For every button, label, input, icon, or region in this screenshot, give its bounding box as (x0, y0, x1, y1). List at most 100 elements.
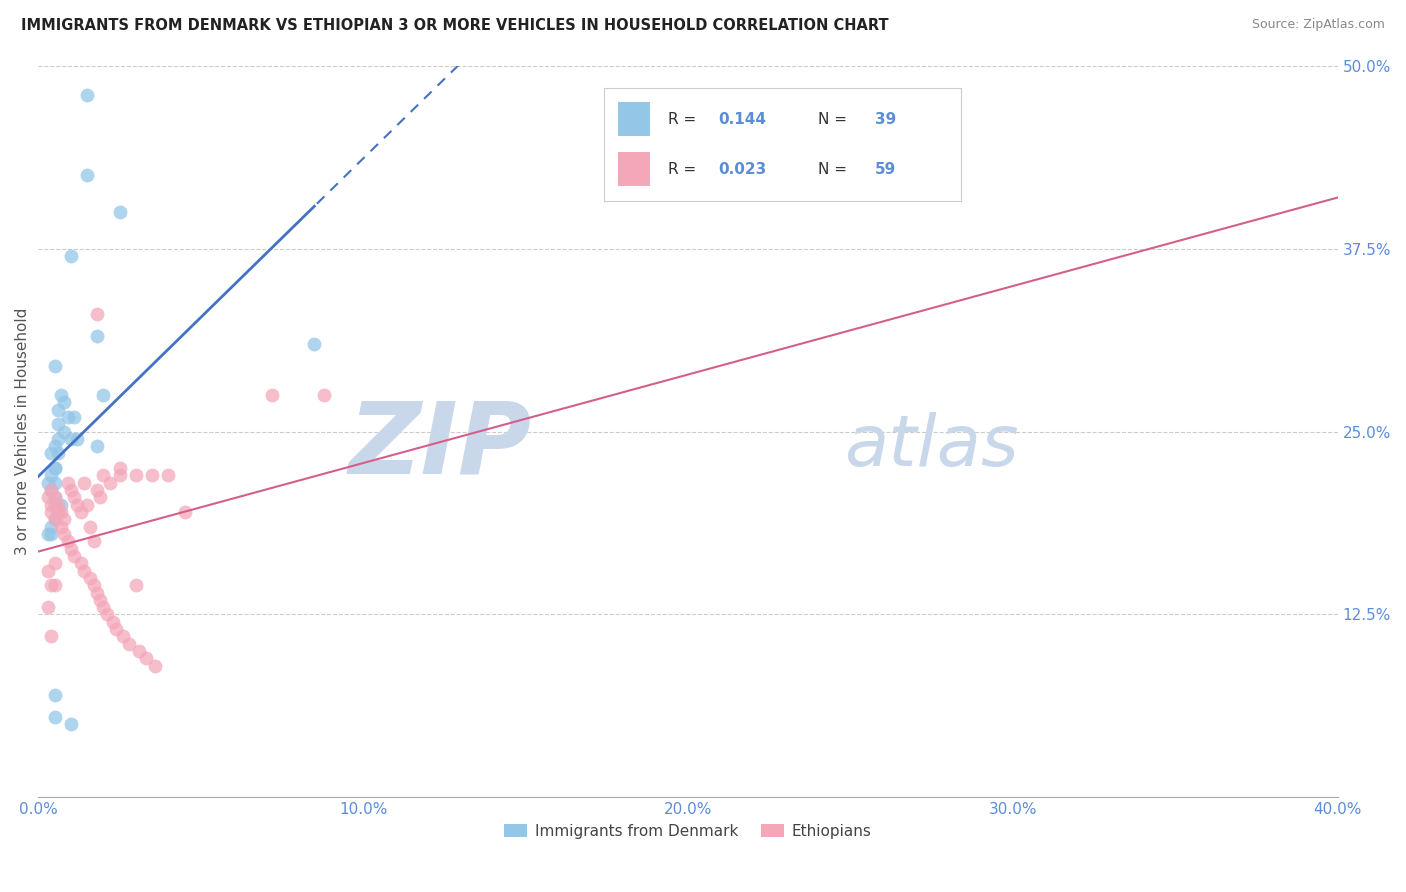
Point (41, 629, 63, 643)
Point (89, 491, 111, 505)
Point (79, 519, 101, 533)
Point (44, 688, 66, 702)
Point (44, 461, 66, 475)
Point (66, 498, 89, 512)
Point (41, 505, 63, 519)
Point (44, 475, 66, 490)
Point (44, 498, 66, 512)
Point (41, 483, 63, 497)
Legend: Immigrants from Denmark, Ethiopians: Immigrants from Denmark, Ethiopians (498, 817, 877, 845)
Point (41, 498, 63, 512)
Point (73, 564, 96, 578)
Point (49, 519, 72, 533)
Point (143, 658, 166, 673)
Point (63, 491, 86, 505)
Point (44, 439, 66, 453)
Point (44, 578, 66, 592)
Point (108, 468, 131, 483)
Point (76, 169, 98, 183)
Point (46, 505, 69, 519)
Text: ZIP: ZIP (349, 398, 531, 495)
Point (262, 388, 284, 402)
Point (63, 549, 86, 563)
Point (89, 592, 111, 607)
Point (41, 527, 63, 541)
Point (91, 600, 114, 615)
Point (53, 425, 76, 439)
Point (44, 491, 66, 505)
Point (56, 409, 79, 424)
Point (173, 505, 195, 519)
Point (86, 483, 108, 497)
Point (59, 541, 82, 556)
Point (105, 622, 128, 636)
Point (98, 475, 121, 490)
Point (69, 556, 91, 570)
Point (46, 432, 69, 446)
Point (49, 388, 72, 402)
Point (46, 505, 69, 519)
Point (59, 717, 82, 731)
Point (53, 527, 76, 541)
Y-axis label: 3 or more Vehicles in Household: 3 or more Vehicles in Household (15, 308, 30, 555)
Point (59, 483, 82, 497)
Point (44, 359, 66, 373)
Point (41, 446, 63, 460)
Point (44, 710, 66, 724)
Text: Source: ZipAtlas.com: Source: ZipAtlas.com (1251, 18, 1385, 31)
Point (53, 512, 76, 526)
Text: atlas: atlas (844, 412, 1018, 481)
Point (37, 600, 59, 615)
Point (37, 564, 59, 578)
Point (41, 578, 63, 592)
Point (125, 468, 148, 483)
Point (69, 505, 91, 519)
Point (49, 505, 72, 519)
Point (314, 388, 336, 402)
Point (128, 644, 150, 658)
Point (66, 432, 89, 446)
Point (111, 629, 134, 643)
Point (46, 446, 69, 460)
Point (86, 329, 108, 343)
Point (76, 498, 98, 512)
Point (56, 534, 79, 549)
Point (141, 468, 163, 483)
Point (44, 556, 66, 570)
Point (86, 439, 108, 453)
Point (91, 388, 114, 402)
Point (125, 578, 148, 592)
Point (157, 468, 180, 483)
Point (41, 483, 63, 497)
Point (91, 468, 114, 483)
Point (73, 475, 96, 490)
Point (46, 498, 69, 512)
Point (108, 205, 131, 219)
Point (46, 402, 69, 417)
Point (44, 461, 66, 475)
Point (83, 534, 105, 549)
Point (108, 461, 131, 475)
Point (86, 585, 108, 599)
Point (37, 475, 59, 490)
Point (49, 498, 72, 512)
Point (304, 336, 326, 351)
Point (53, 395, 76, 409)
Point (37, 491, 59, 505)
Point (118, 637, 141, 651)
Point (41, 468, 63, 483)
Point (76, 87, 98, 102)
Point (79, 571, 101, 585)
Point (96, 607, 118, 622)
Point (41, 519, 63, 533)
Point (37, 527, 59, 541)
Point (59, 432, 82, 446)
Point (83, 578, 105, 592)
Point (86, 307, 108, 321)
Point (44, 512, 66, 526)
Point (56, 475, 79, 490)
Point (44, 512, 66, 526)
Point (44, 491, 66, 505)
Point (135, 651, 157, 665)
Text: IMMIGRANTS FROM DENMARK VS ETHIOPIAN 3 OR MORE VEHICLES IN HOUSEHOLD CORRELATION: IMMIGRANTS FROM DENMARK VS ETHIOPIAN 3 O… (21, 18, 889, 33)
